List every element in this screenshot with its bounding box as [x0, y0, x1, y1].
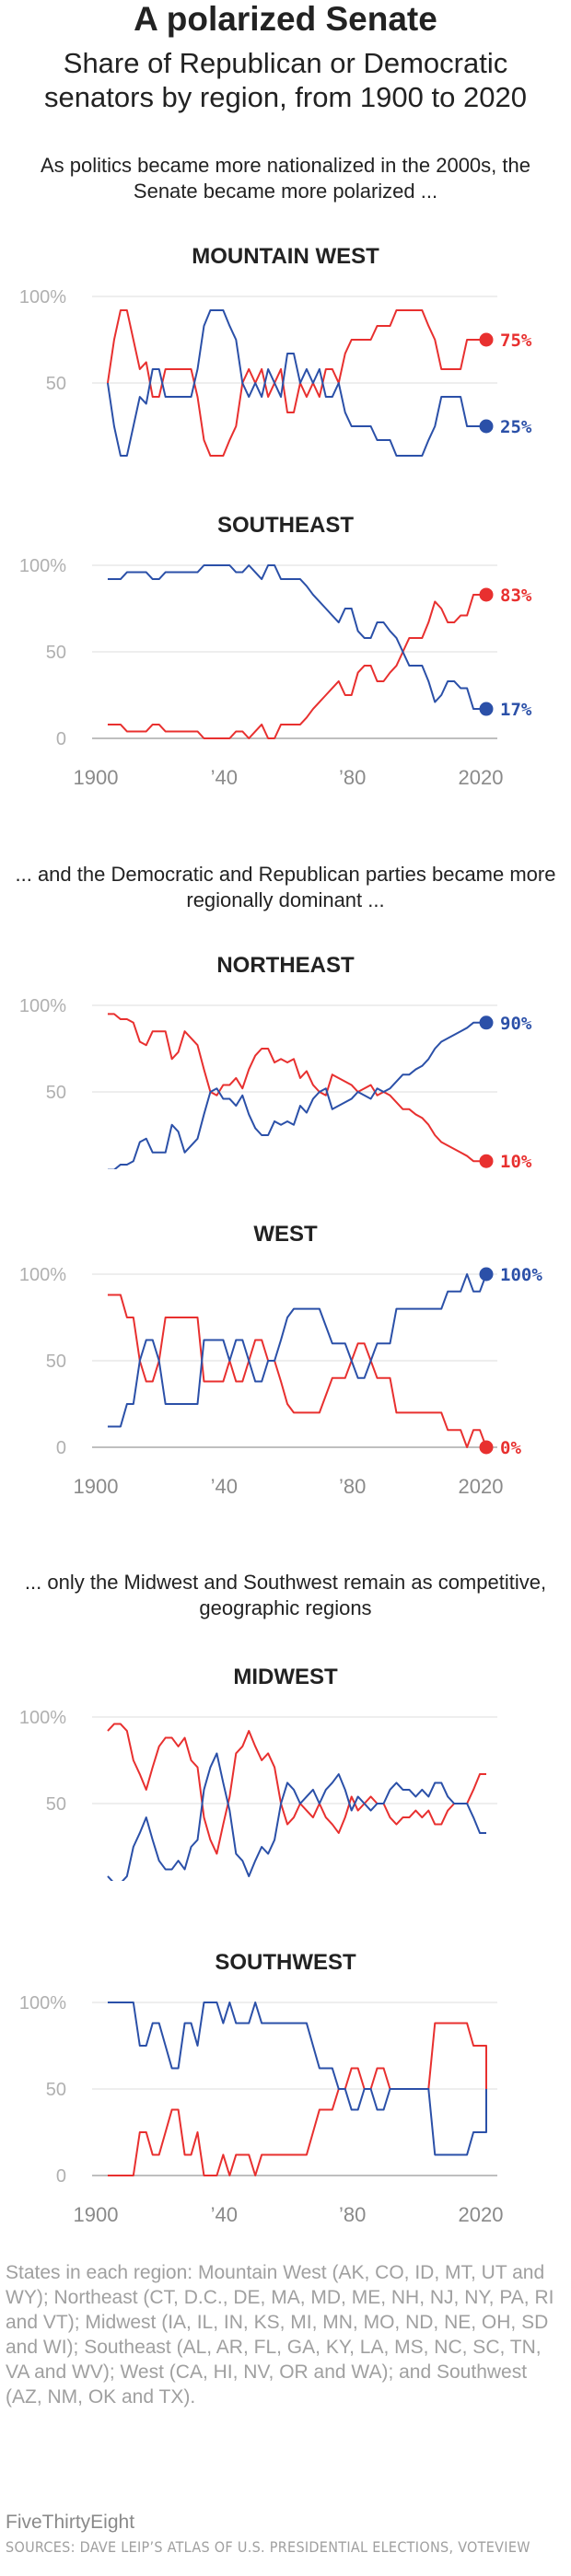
- chart-mountain-west: 100%50075%25%: [19, 287, 532, 457]
- x-tick-label: ’40: [211, 2203, 238, 2226]
- y-tick-label: 50: [46, 374, 66, 394]
- y-tick-label: 100%: [19, 1708, 66, 1728]
- end-value-label-republican: 83%: [500, 586, 532, 606]
- end-point-democratic: [479, 419, 494, 434]
- series-line-republican: [107, 1013, 486, 1163]
- y-tick-label: 50: [46, 1083, 66, 1103]
- chart-title-midwest: MIDWEST: [233, 1665, 338, 1689]
- series-line-republican: [107, 593, 486, 739]
- series-line-democratic: [107, 1021, 486, 1169]
- y-tick-label: 100%: [19, 287, 66, 307]
- end-point-republican: [479, 1440, 494, 1455]
- end-value-label-republican: 75%: [500, 331, 532, 351]
- chart-midwest: 100%500: [19, 1708, 497, 1881]
- chart-title-northeast: NORTHEAST: [216, 953, 355, 978]
- end-value-label-democratic: 90%: [500, 1014, 532, 1034]
- end-value-label-democratic: 17%: [500, 700, 532, 720]
- y-tick-label: 50: [46, 1794, 66, 1815]
- page-subtitle: Share of Republican or Democratic senato…: [44, 47, 527, 113]
- series-line-republican: [107, 1723, 486, 1855]
- y-tick-label: 100%: [19, 1265, 66, 1285]
- x-tick-label: ’80: [339, 766, 366, 789]
- x-tick-label: 1900: [74, 1475, 119, 1498]
- end-value-label-republican: 0%: [500, 1438, 521, 1458]
- y-tick-label: 50: [46, 2080, 66, 2100]
- y-tick-label: 0: [56, 729, 66, 749]
- series-line-democratic: [106, 309, 486, 457]
- x-tick-label: ’80: [339, 1475, 366, 1498]
- chart-title-southeast: SOUTHEAST: [216, 513, 354, 538]
- chart-southwest: 100% 50 0 1900 ’40 ’80 2020: [19, 1993, 504, 2226]
- x-tick-label: 2020: [459, 1475, 504, 1498]
- end-value-label-democratic: 25%: [500, 417, 532, 437]
- chart-west: 100% 50 0 1900 ’40 ’80 2020 0% 100%: [19, 1265, 542, 1498]
- chart-title-west: WEST: [253, 1222, 318, 1247]
- end-point-republican: [479, 1154, 494, 1168]
- series-line-democratic: [107, 1752, 486, 1881]
- y-tick-label: 50: [46, 1352, 66, 1372]
- y-tick-label: 100%: [19, 996, 66, 1016]
- end-point-democratic: [479, 1015, 494, 1030]
- y-tick-label: 100%: [19, 1993, 66, 2013]
- intro-text-1: As politics became more nationalized in …: [41, 154, 530, 203]
- series-line-democratic: [107, 564, 486, 711]
- end-value-label-democratic: 100%: [500, 1265, 542, 1285]
- sources: SOURCES: DAVE LEIP’S ATLAS OF U.S. PRESI…: [6, 2538, 530, 2556]
- series-line-democratic: [107, 1273, 487, 1428]
- chart-northeast: 100%50010%90%: [19, 996, 532, 1169]
- series-line-republican: [107, 2022, 487, 2176]
- end-value-label-republican: 10%: [500, 1152, 532, 1169]
- footnote: States in each region: Mountain West (AK…: [6, 2262, 554, 2408]
- x-tick-label: 1900: [74, 2203, 119, 2226]
- end-point-republican: [479, 587, 494, 602]
- series-line-republican: [107, 1294, 487, 1448]
- series-line-republican: [106, 309, 486, 457]
- brand-logo-text: FiveThirtyEight: [6, 2512, 135, 2533]
- chart-southeast: 100% 50 0 1900 ’40 ’80 2020 83% 17%: [19, 556, 532, 789]
- intro-text-3: ... only the Midwest and Southwest remai…: [24, 1571, 547, 1619]
- series-line-democratic: [107, 2002, 487, 2156]
- x-tick-label: 2020: [459, 766, 504, 789]
- y-tick-label: 0: [56, 1438, 66, 1458]
- x-tick-label: ’40: [211, 766, 238, 789]
- end-point-democratic: [479, 702, 494, 716]
- end-point-democratic: [479, 1267, 494, 1282]
- y-tick-label: 50: [46, 643, 66, 663]
- x-tick-label: ’80: [339, 2203, 366, 2226]
- x-tick-label: ’40: [211, 1475, 238, 1498]
- chart-title-southwest: SOUTHWEST: [215, 1950, 356, 1975]
- page-title: A polarized Senate: [134, 0, 437, 38]
- chart-title-mountain-west: MOUNTAIN WEST: [192, 244, 379, 269]
- y-tick-label: 0: [56, 2166, 66, 2187]
- y-tick-label: 100%: [19, 556, 66, 576]
- x-tick-label: 1900: [74, 766, 119, 789]
- end-point-republican: [479, 332, 494, 347]
- x-tick-label: 2020: [459, 2203, 504, 2226]
- intro-text-2: ... and the Democratic and Republican pa…: [15, 863, 556, 911]
